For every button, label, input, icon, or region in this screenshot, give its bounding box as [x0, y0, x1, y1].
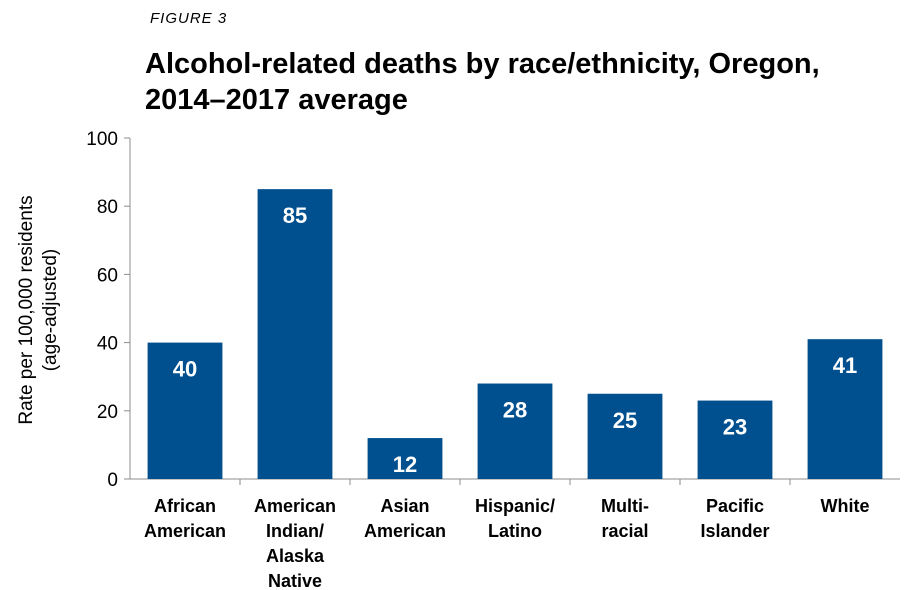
- category-label: Hispanic/Latino: [475, 496, 555, 541]
- category-label-line: Native: [268, 571, 322, 590]
- category-label-line: Asian: [380, 496, 429, 516]
- figure-label: FIGURE 3: [150, 10, 228, 27]
- category-label: American Indian/Alaska Native: [254, 496, 336, 590]
- category-label-line: American: [144, 521, 226, 541]
- category-label: African American: [144, 496, 226, 541]
- y-tick-label: 20: [97, 402, 118, 423]
- chart-title-line-2: 2014–2017 average: [145, 84, 408, 116]
- category-label-line: Indian/: [266, 521, 324, 541]
- category-label: White: [821, 496, 870, 516]
- data-label: 23: [723, 415, 747, 440]
- bar: [367, 438, 443, 479]
- category-label-line: Pacific: [706, 496, 764, 516]
- category-label-line: Islander: [700, 521, 769, 541]
- bar: [257, 189, 333, 479]
- category-label-line: White: [821, 496, 870, 516]
- category-label-line: American: [254, 496, 336, 516]
- data-label: 40: [173, 357, 197, 382]
- category-label-line: racial: [601, 521, 648, 541]
- category-label-line: Multi-: [601, 496, 649, 516]
- chart-title: Alcohol-related deaths by race/ethnicity…: [145, 46, 905, 118]
- category-label: Pacific Islander: [700, 496, 769, 541]
- data-label: 85: [283, 203, 307, 228]
- category-label-line: American: [364, 521, 446, 541]
- y-tick-label: 60: [97, 265, 118, 286]
- chart-title-line-1: Alcohol-related deaths by race/ethnicity…: [145, 48, 820, 80]
- y-axis-label: Rate per 100,000 residents (age-adjusted…: [16, 195, 61, 424]
- bar: [587, 393, 663, 479]
- y-tick-label: 80: [97, 197, 118, 218]
- y-tick-label: 40: [97, 334, 118, 355]
- y-axis-label-line-1: Rate per 100,000 residents: [16, 195, 37, 424]
- category-label-line: Hispanic/: [475, 496, 555, 516]
- bar: [807, 339, 883, 479]
- y-tick-label: 100: [86, 129, 118, 150]
- y-axis-label-line-2: (age-adjusted): [40, 249, 61, 372]
- category-label-line: Alaska: [266, 546, 325, 566]
- bar: [477, 383, 553, 479]
- category-label-line: Latino: [488, 521, 542, 541]
- data-label: 28: [503, 398, 527, 423]
- data-label: 12: [393, 452, 417, 477]
- category-label: Asian American: [364, 496, 446, 541]
- data-label: 25: [613, 408, 637, 433]
- plot-area: 0 20 40 60 80 100 40 African American 85 American I…: [86, 129, 900, 590]
- category-label: Multi-racial: [601, 496, 649, 541]
- data-label: 41: [833, 353, 857, 378]
- y-tick-label: 0: [107, 470, 118, 491]
- category-label-line: African: [154, 496, 216, 516]
- bar: [147, 342, 223, 479]
- bar: [697, 400, 773, 479]
